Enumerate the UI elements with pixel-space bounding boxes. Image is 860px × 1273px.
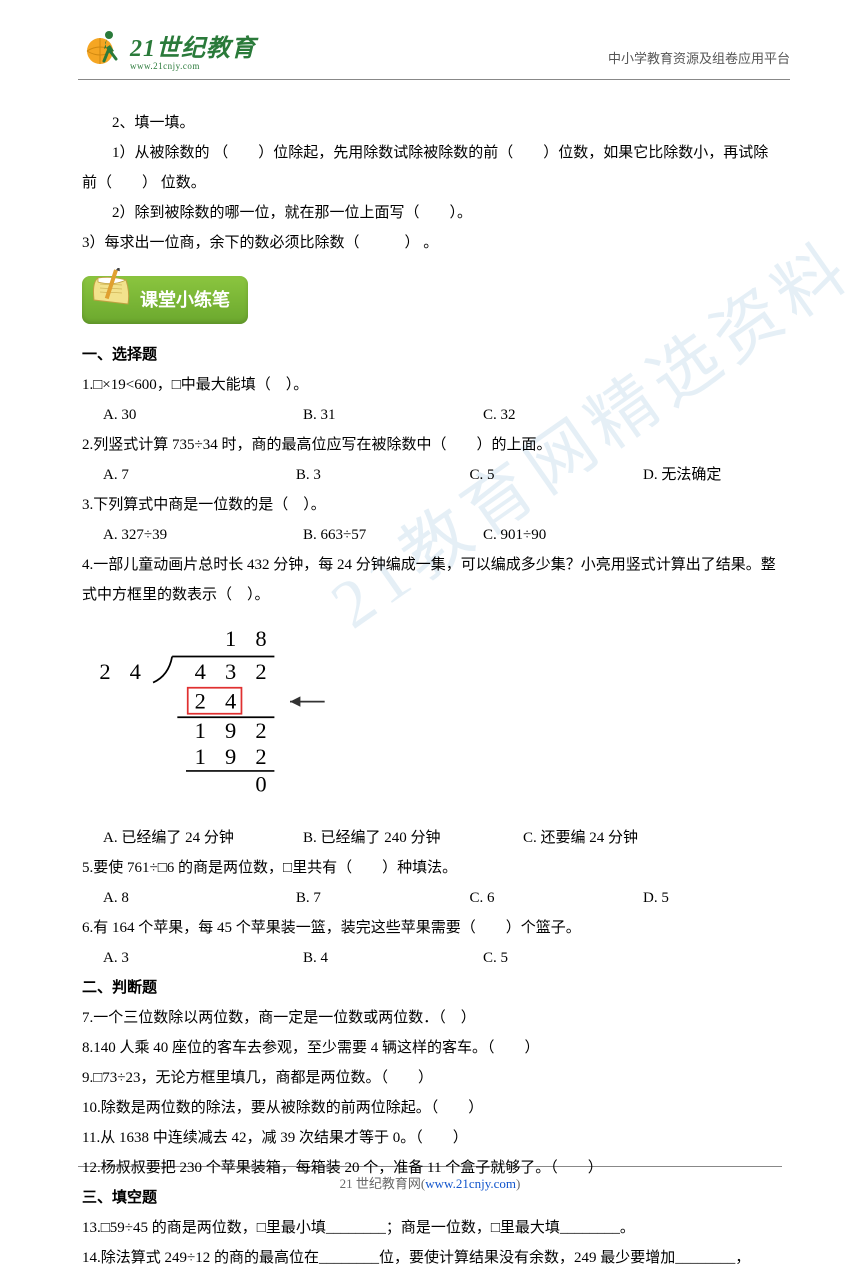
q11: 11.从 1638 中连续减去 42，减 39 次结果才等于 0。（ ） (82, 1123, 778, 1153)
q5-opt-a[interactable]: A. 8 (103, 883, 296, 913)
q2-opt-b[interactable]: B. 3 (296, 460, 470, 490)
line2-d2: 9 (225, 718, 236, 743)
q5-opt-d[interactable]: D. 5 (643, 883, 778, 913)
q2-stem: 2.列竖式计算 735÷34 时，商的最高位应写在被除数中（ ）的上面。 (82, 430, 778, 460)
section-1-head: 一、选择题 (82, 340, 778, 370)
q3-opt-a[interactable]: A. 327÷39 (103, 520, 303, 550)
line3-d2: 9 (225, 744, 236, 769)
fill-q3: 3）每求出一位商，余下的数必须比除数（ ） 。 (82, 228, 778, 258)
q1-opt-a[interactable]: A. 30 (103, 400, 303, 430)
practice-badge: 课堂小练笔 (82, 276, 248, 324)
dividend-d1: 4 (195, 659, 206, 684)
quot-d2: 8 (255, 626, 266, 651)
page-header: 21世纪教育 www.21cnjy.com 中小学教育资源及组卷应用平台 (78, 0, 790, 80)
q5-opt-b[interactable]: B. 7 (296, 883, 470, 913)
dividend-d2: 3 (225, 659, 236, 684)
q1-opt-b[interactable]: B. 31 (303, 400, 483, 430)
q5-opt-c[interactable]: C. 6 (469, 883, 643, 913)
q1-opt-c[interactable]: C. 32 (483, 400, 663, 430)
q2-options: A. 7 B. 3 C. 5 D. 无法确定 (82, 460, 778, 490)
section-3-head: 三、填空题 (82, 1183, 778, 1213)
book-icon (88, 268, 136, 312)
q7: 7.一个三位数除以两位数，商一定是一位数或两位数．（ ） (82, 1003, 778, 1033)
quot-d1: 1 (225, 626, 236, 651)
q2-opt-d[interactable]: D. 无法确定 (643, 460, 778, 490)
q6-options: A. 3 B. 4 C. 5 (82, 943, 778, 973)
q6-opt-a[interactable]: A. 3 (103, 943, 303, 973)
header-subtitle: 中小学教育资源及组卷应用平台 (608, 48, 790, 71)
q13: 13.□59÷45 的商是两位数，□里最小填________；商是一位数，□里最… (82, 1213, 778, 1243)
logo-icon (78, 29, 126, 71)
fill-q1: 1）从被除数的 （ ）位除起，先用除数试除被除数的前（ ）位数，如果它比除数小，… (82, 138, 778, 198)
q2-opt-c[interactable]: C. 5 (469, 460, 643, 490)
long-division-figure: 1 8 2 4 4 3 2 2 4 (82, 622, 362, 813)
fill-q2: 2）除到被除数的哪一位，就在那一位上面写（ ）。 (82, 198, 778, 228)
divisor-d1: 2 (99, 659, 110, 684)
q1-options: A. 30 B. 31 C. 32 (82, 400, 778, 430)
q9: 9.□73÷23，无论方框里填几，商都是两位数。（ ） (82, 1063, 778, 1093)
line2-d3: 2 (255, 718, 266, 743)
q3-stem: 3.下列算式中商是一位数的是（ ）。 (82, 490, 778, 520)
q3-options: A. 327÷39 B. 663÷57 C. 901÷90 (82, 520, 778, 550)
q5-stem: 5.要使 761÷□6 的商是两位数，□里共有（ ）种填法。 (82, 853, 778, 883)
q4-options: A. 已经编了 24 分钟 B. 已经编了 240 分钟 C. 还要编 24 分… (82, 823, 778, 853)
q14: 14.除法算式 249÷12 的商的最高位在________位，要使计算结果没有… (82, 1243, 778, 1273)
q6-opt-b[interactable]: B. 4 (303, 943, 483, 973)
badge-label: 课堂小练笔 (140, 290, 230, 310)
q5-options: A. 8 B. 7 C. 6 D. 5 (82, 883, 778, 913)
q4-opt-a[interactable]: A. 已经编了 24 分钟 (103, 823, 303, 853)
q3-opt-b[interactable]: B. 663÷57 (303, 520, 483, 550)
page-content: 2、填一填。 1）从被除数的 （ ）位除起，先用除数试除被除数的前（ ）位数，如… (0, 80, 860, 1273)
q6-stem: 6.有 164 个苹果，每 45 个苹果装一篮，装完这些苹果需要（ ）个篮子。 (82, 913, 778, 943)
q8: 8.140 人乘 40 座位的客车去参观，至少需要 4 辆这样的客车。（ ） (82, 1033, 778, 1063)
remainder: 0 (255, 772, 266, 797)
q12: 12.杨叔叔要把 230 个苹果装箱，每箱装 20 个，准备 11 个盒子就够了… (82, 1153, 778, 1183)
logo: 21世纪教育 www.21cnjy.com (78, 28, 256, 71)
q4-stem: 4.一部儿童动画片总时长 432 分钟，每 24 分钟编成一集，可以编成多少集？… (82, 550, 778, 610)
divisor-d2: 4 (130, 659, 141, 684)
fill-title: 2、填一填。 (82, 108, 778, 138)
line1-d2: 4 (225, 689, 236, 714)
line1-d1: 2 (195, 689, 206, 714)
q1-stem: 1.□×19<600，□中最大能填（ ）。 (82, 370, 778, 400)
q10: 10.除数是两位数的除法，要从被除数的前两位除起。（ ） (82, 1093, 778, 1123)
q4-opt-b[interactable]: B. 已经编了 240 分钟 (303, 823, 523, 853)
section-2-head: 二、判断题 (82, 973, 778, 1003)
logo-url: www.21cnjy.com (130, 61, 256, 71)
line2-d1: 1 (195, 718, 206, 743)
dividend-d3: 2 (255, 659, 266, 684)
line3-d1: 1 (195, 744, 206, 769)
line3-d3: 2 (255, 744, 266, 769)
q2-opt-a[interactable]: A. 7 (103, 460, 296, 490)
q6-opt-c[interactable]: C. 5 (483, 943, 663, 973)
logo-title: 21世纪教育 (130, 28, 256, 63)
q4-opt-c[interactable]: C. 还要编 24 分钟 (523, 823, 703, 853)
q3-opt-c[interactable]: C. 901÷90 (483, 520, 663, 550)
